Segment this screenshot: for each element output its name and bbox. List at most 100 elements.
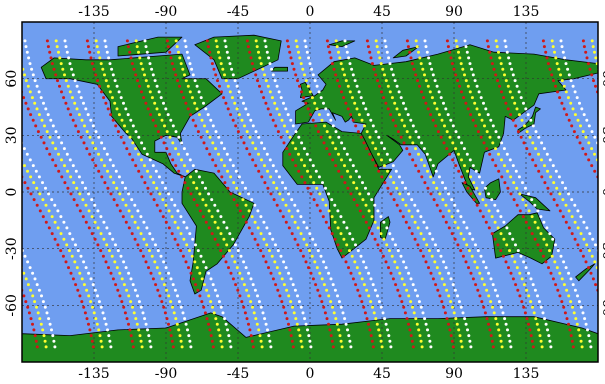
track-point	[133, 203, 137, 207]
track-point	[171, 124, 175, 128]
track-point	[233, 260, 237, 264]
track-point	[463, 317, 467, 321]
track-point	[347, 266, 350, 270]
track-point	[167, 192, 171, 196]
track-point	[229, 345, 233, 349]
track-point	[496, 243, 500, 247]
track-point	[488, 328, 492, 332]
track-point	[39, 322, 43, 326]
track-point	[437, 175, 441, 179]
track-point	[159, 96, 163, 100]
track-point	[182, 96, 186, 100]
track-point	[54, 164, 58, 168]
track-point	[62, 96, 66, 100]
track-point	[204, 220, 208, 224]
track-point	[527, 322, 530, 326]
track-point	[413, 288, 417, 292]
track-point	[551, 164, 555, 168]
track-point	[211, 283, 215, 287]
track-point	[318, 192, 322, 196]
track-point	[131, 305, 134, 309]
track-point	[287, 209, 291, 213]
track-point	[573, 288, 577, 292]
track-point	[224, 79, 228, 83]
track-point	[447, 322, 450, 326]
track-point	[502, 237, 506, 241]
track-point	[245, 147, 249, 151]
track-point	[449, 277, 453, 281]
track-point	[82, 141, 86, 145]
track-point	[297, 135, 301, 139]
track-point	[27, 56, 31, 60]
track-point	[405, 130, 409, 134]
track-point	[189, 192, 193, 196]
track-point	[340, 141, 344, 145]
track-point	[132, 67, 136, 71]
track-point	[498, 56, 502, 60]
track-point	[62, 147, 66, 151]
track-point	[514, 169, 518, 173]
track-point	[253, 220, 257, 224]
track-point	[567, 73, 571, 77]
track-point	[97, 328, 101, 332]
track-point	[253, 203, 257, 207]
track-point	[131, 124, 135, 128]
track-point	[117, 90, 121, 94]
track-point	[327, 294, 331, 298]
track-point	[399, 254, 403, 258]
track-point	[530, 215, 534, 219]
track-point	[552, 198, 556, 202]
track-point	[187, 334, 191, 338]
track-point	[370, 232, 374, 236]
track-point	[291, 158, 295, 162]
track-point	[504, 260, 508, 264]
track-point	[444, 107, 448, 111]
track-point	[482, 283, 486, 287]
track-point	[163, 124, 166, 128]
track-point	[522, 305, 526, 309]
track-point	[22, 147, 26, 151]
track-point	[205, 130, 209, 134]
track-point	[297, 169, 301, 173]
track-point	[320, 300, 324, 304]
track-point	[66, 186, 70, 190]
track-point	[367, 322, 370, 326]
track-point	[511, 118, 515, 122]
track-point	[279, 254, 283, 258]
track-point	[322, 305, 326, 309]
track-point	[78, 271, 82, 275]
track-point	[263, 73, 266, 77]
track-point	[383, 317, 387, 321]
track-point	[78, 192, 82, 196]
track-point	[364, 266, 368, 270]
track-point	[96, 226, 100, 230]
track-point	[457, 169, 461, 173]
track-point	[503, 73, 506, 77]
track-point	[269, 175, 273, 179]
track-point	[78, 209, 82, 213]
track-point	[170, 215, 174, 219]
track-point	[413, 220, 417, 224]
track-point	[41, 328, 45, 332]
track-point	[392, 198, 396, 202]
track-point	[310, 254, 314, 258]
track-point	[74, 169, 78, 173]
track-point	[100, 158, 103, 162]
track-point	[456, 243, 460, 247]
track-point	[355, 203, 359, 207]
track-point	[429, 345, 433, 349]
track-point	[527, 209, 531, 213]
track-point	[359, 96, 363, 100]
track-point	[435, 203, 439, 207]
track-point	[476, 249, 480, 253]
track-point	[574, 317, 578, 321]
track-point	[32, 328, 36, 332]
track-point	[57, 169, 61, 173]
track-point	[326, 45, 330, 49]
track-point	[573, 203, 577, 207]
track-point	[568, 328, 572, 332]
track-point	[200, 300, 204, 304]
track-point	[278, 192, 282, 196]
track-point	[444, 186, 447, 190]
track-point	[249, 277, 253, 281]
